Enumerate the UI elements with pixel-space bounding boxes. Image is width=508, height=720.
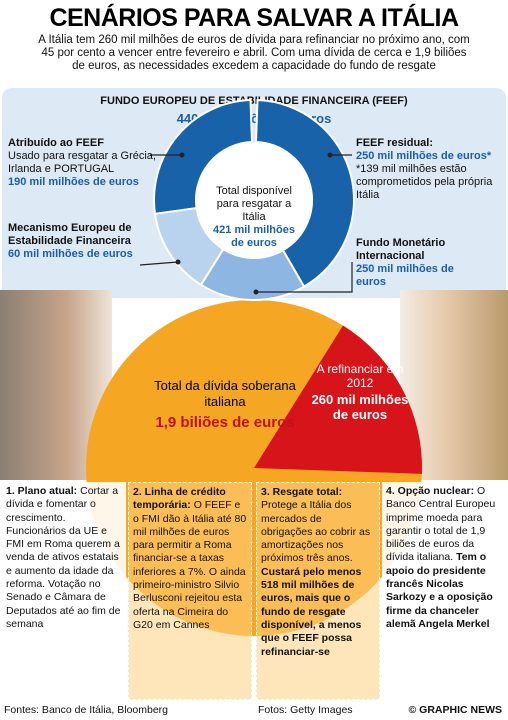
leader-dot <box>175 259 181 265</box>
left-top: Atribuído ao FEEF Usado para resgatar a … <box>8 137 158 189</box>
amount: 190 mil milhões de euros <box>8 176 139 188</box>
amount: 250 mil milhões de euros* <box>356 150 492 162</box>
text: O FEEF e o FMI dão à Itália até 80 mil m… <box>133 499 247 631</box>
amount: 60 mil milhões de euros <box>8 248 133 260</box>
right-top: FEEF residual: 250 mil milhões de euros*… <box>356 137 506 202</box>
debt: Total da dívida soberana italiana 1,9 bi… <box>150 378 300 431</box>
sources: Fontes: Banco de Itália, Bloomberg <box>4 704 169 716</box>
center: Total disponível para resgatar a Itália … <box>210 185 298 250</box>
label: Atribuído ao FEEF <box>8 137 104 149</box>
label: FEEF residual: <box>356 137 434 149</box>
text: Protege a Itália dos mercados de obrigaç… <box>261 499 371 565</box>
debt-label: Total da dívida soberana italiana <box>154 378 296 409</box>
text: Custará pelo menos 518 mil milhões de eu… <box>261 565 362 658</box>
donut-segment <box>153 99 254 216</box>
leader-dot <box>253 289 259 295</box>
heading: 3. Resgate total: <box>261 486 343 498</box>
amount: 421 mil milhões de euros <box>213 224 295 249</box>
subtitle: A Itália tem 260 mil milhões de euros de… <box>38 34 470 72</box>
refinance-amount: 260 mil milhões de euros <box>311 392 409 422</box>
option: 1. Plano atual: Cortar a dívida e foment… <box>2 482 126 700</box>
right-bottom: Fundo Monetário Internacional 250 mil mi… <box>356 237 486 289</box>
label: Mecanismo Europeu de Estabilidade Financ… <box>8 222 132 247</box>
donut-segment <box>254 99 355 288</box>
donut-segment <box>153 206 225 287</box>
text: Tem o apoio do presidente francês Nicola… <box>386 551 493 630</box>
amount: 250 mil milhões de euros <box>356 263 454 288</box>
refinance-wedge <box>254 325 422 474</box>
heading: 4. Opção nuclear: <box>386 485 475 497</box>
refinance-label: A refinanciar em 2012 <box>316 362 404 390</box>
refinance: A refinanciar em 2012 260 mil milhões de… <box>310 362 410 422</box>
note: *139 mil milhões estão comprometidos pel… <box>356 163 493 201</box>
leader-dot <box>327 152 333 158</box>
leader-line <box>139 261 179 266</box>
debt-amount: 1,9 biliões de euros <box>155 414 295 431</box>
title: CENÁRIOS PARA SALVAR A ITÁLIA <box>49 4 459 32</box>
heading: 1. Plano atual: <box>6 485 78 497</box>
brand: © GRAPHIC NEWS <box>408 704 503 716</box>
text: Usado para resgatar a Grécia, Irlanda e … <box>8 150 156 175</box>
leader-line <box>256 262 353 293</box>
option: 4. Opção nuclear: O Banco Central Europe… <box>382 482 506 700</box>
text: Total disponível para resgatar a Itália <box>216 185 292 223</box>
option: 2. Linha de crédito temporária: O FEEF e… <box>128 482 252 700</box>
label: Fundo Monetário Internacional <box>356 237 446 262</box>
photos-credit: Fotos: Getty Images <box>258 704 353 716</box>
heading: 2. Linha de crédito temporária: <box>133 486 226 512</box>
leader-dot <box>179 152 185 158</box>
feef-heading: FUNDO EUROPEU DE ESTABILIDADE FINANCEIRA… <box>100 95 408 107</box>
text: Cortar a dívida e fomentar o crescimento… <box>6 485 121 630</box>
text: O Banco Central Europeu imprime moeda pa… <box>386 485 496 564</box>
donut-hole <box>197 143 311 257</box>
left-bottom: Mecanismo Europeu de Estabilidade Financ… <box>8 222 148 261</box>
option: 3. Resgate total: Protege a Itália dos m… <box>256 482 380 700</box>
